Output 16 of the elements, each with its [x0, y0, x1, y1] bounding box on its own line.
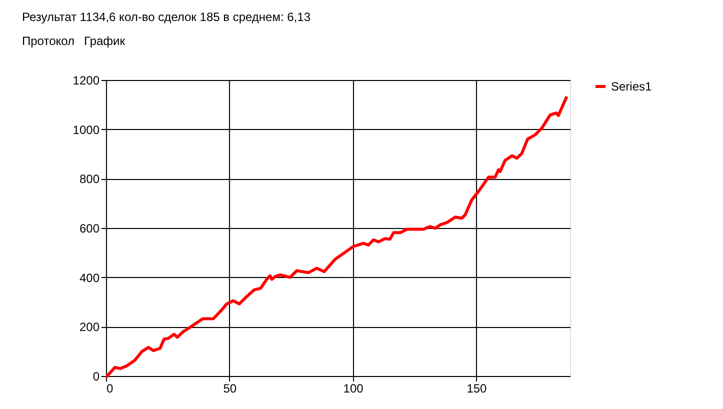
- y-tick-label: 800: [79, 172, 100, 186]
- text: График: [84, 34, 126, 48]
- y-tick-label: 600: [79, 222, 100, 236]
- x-tick-label: 150: [466, 382, 488, 396]
- y-tick-label: 0: [92, 370, 100, 384]
- y-tick-label: 200: [79, 320, 100, 334]
- text: Результат 1134,6 кол-во сделок 185 в среднем: 6,13: [22, 10, 311, 24]
- x-tick-label: 50: [223, 382, 237, 396]
- text: Протокол: [22, 34, 75, 48]
- y-tick-label: 400: [79, 270, 100, 285]
- x-tick-label: 0: [106, 382, 114, 396]
- y-tick-label: 1200: [72, 74, 100, 88]
- y-tick-label: 1000: [72, 122, 100, 137]
- x-tick-label: 100: [343, 382, 364, 396]
- line-series: [104, 95, 568, 378]
- legend-label: Series1: [611, 80, 652, 94]
